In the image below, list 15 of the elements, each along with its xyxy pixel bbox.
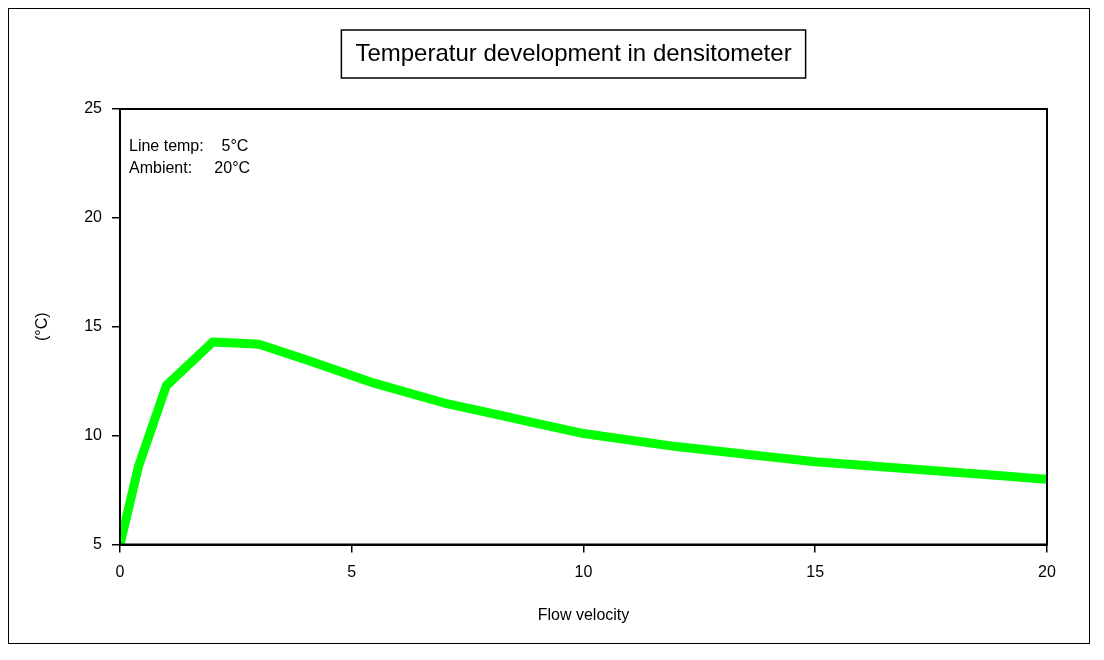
x-tick-label: 5 <box>347 562 357 580</box>
annotation: Line temp: 5°C <box>129 137 249 155</box>
x-tick-label: 10 <box>574 562 593 580</box>
y-tick-label: 15 <box>84 317 103 335</box>
y-tick-label: 20 <box>84 208 103 226</box>
y-axis-title: (°C) <box>33 312 51 342</box>
x-tick-label: 20 <box>1038 562 1056 580</box>
y-tick-label: 10 <box>84 426 103 444</box>
y-tick-label: 25 <box>84 99 103 117</box>
y-tick-label: 5 <box>93 535 103 553</box>
x-tick-label: 15 <box>806 562 825 580</box>
chart-title: Temperatur development in densitometer <box>355 38 792 66</box>
x-axis-title: Flow velocity <box>537 605 630 623</box>
annotation: Ambient: 20°C <box>129 159 251 177</box>
x-tick-label: 0 <box>115 562 125 580</box>
